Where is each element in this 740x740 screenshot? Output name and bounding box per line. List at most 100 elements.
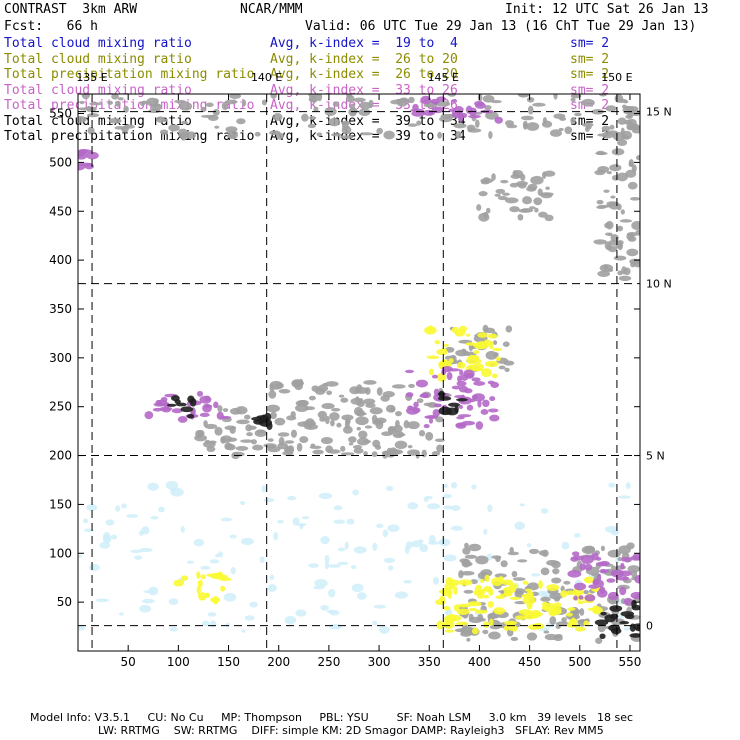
field-blob-gray: [517, 213, 524, 221]
field-blob-dark: [629, 623, 636, 632]
field-blob-gray: [617, 98, 628, 103]
field-blob-gray: [476, 204, 482, 211]
field-blob-gray: [340, 452, 355, 456]
field-blob-gray: [278, 388, 291, 394]
field-blob-purple: [606, 578, 616, 583]
field-blob-gray: [583, 590, 589, 595]
field-blob-gray: [507, 551, 520, 556]
field-blob-purple: [144, 411, 154, 420]
field-blob-gray: [498, 365, 506, 370]
field-blob-yellow: [566, 607, 576, 611]
field-blob-purple: [196, 390, 204, 397]
field-blob-gray: [610, 195, 616, 199]
model-info-line2: LW: RRTMG SW: RRTMG DIFF: simple KM: 2D …: [98, 724, 604, 737]
field-blob-light-blue: [386, 485, 394, 491]
field-blob-purple: [450, 99, 458, 103]
field-blob-gray: [270, 94, 277, 99]
x-tick-label: 100: [167, 655, 190, 669]
field-blob-gray: [108, 118, 122, 124]
field-blob-yellow: [583, 620, 590, 627]
field-blob-light-blue: [267, 584, 277, 592]
field-blob-yellow: [478, 588, 486, 596]
field-blob-purple: [463, 369, 475, 379]
field-blob-gray: [626, 124, 635, 131]
field-blob-gray: [605, 105, 617, 112]
field-blob-purple: [458, 404, 464, 410]
field-blob-gray: [509, 206, 520, 213]
field-blob-gray: [606, 201, 618, 207]
field-blob-yellow: [574, 626, 586, 632]
x-tick-label: 550: [619, 655, 642, 669]
field-blob-gray: [491, 173, 496, 181]
field-blob-yellow: [483, 594, 490, 599]
field-blob-light-blue: [382, 529, 389, 538]
field-blob-gray: [485, 207, 491, 214]
field-blob-gray: [616, 203, 622, 211]
field-blob-yellow: [453, 586, 458, 595]
field-blob-purple: [456, 380, 467, 387]
field-blob-gray: [380, 394, 390, 402]
field-blob-light-blue: [169, 627, 178, 632]
field-blob-yellow: [456, 361, 466, 369]
field-blob-purple: [598, 580, 604, 588]
field-blob-yellow: [196, 571, 201, 579]
field-blob-purple: [596, 589, 608, 598]
field-blob-gray: [395, 420, 400, 428]
field-blob-gray: [437, 131, 443, 139]
field-blob-purple: [171, 408, 183, 414]
field-blob-gray: [462, 351, 477, 357]
field-blob-gray: [407, 444, 413, 449]
field-blob-gray: [625, 169, 637, 178]
legend-row-name: Total cloud mixing ratio: [4, 51, 192, 67]
field-blob-yellow: [469, 601, 476, 606]
field-blob-light-blue: [329, 623, 343, 630]
field-blob-yellow: [473, 342, 487, 350]
field-blob-purple: [620, 562, 625, 570]
field-blob-gray: [107, 100, 113, 105]
field-blob-yellow: [453, 604, 460, 612]
field-blob-gray: [111, 94, 119, 100]
field-blob-gray: [597, 165, 610, 173]
field-blob-dark: [264, 412, 272, 422]
field-blob-gray: [488, 631, 501, 640]
field-blob-gray: [338, 394, 345, 398]
field-blob-gray: [358, 108, 371, 116]
field-blob-gray: [431, 450, 441, 457]
field-blob-gray: [407, 421, 420, 430]
field-blob-light-blue: [418, 539, 424, 544]
field-blob-light-blue: [483, 528, 488, 535]
field-blob-yellow: [583, 576, 595, 584]
field-blob-gray: [217, 405, 223, 413]
field-blob-gray: [229, 426, 236, 434]
field-blob-light-blue: [165, 480, 179, 490]
lon-label: 145 E: [428, 71, 459, 84]
field-blob-gray: [339, 135, 354, 139]
field-blob-light-blue: [427, 541, 441, 545]
field-blob-light-blue: [139, 547, 153, 553]
field-blob-purple: [599, 568, 608, 574]
field-blob-dark: [609, 613, 619, 619]
field-blob-gray: [245, 424, 253, 432]
field-blob-light-blue: [230, 567, 236, 575]
field-blob-gray: [530, 175, 544, 185]
field-blob-purple: [159, 406, 173, 411]
field-blob-gray: [326, 449, 341, 454]
field-blob-gray: [616, 225, 624, 232]
field-blob-gray: [78, 115, 87, 123]
field-blob-gray: [319, 417, 327, 422]
field-blob-yellow: [546, 584, 560, 591]
field-blob-gray: [309, 96, 317, 103]
field-blob-light-blue: [130, 549, 142, 554]
field-blob-yellow: [442, 620, 455, 629]
field-blob-gray: [276, 132, 284, 140]
field-blob-gray: [350, 397, 363, 405]
field-blob-yellow: [566, 612, 573, 617]
field-blob-gray: [251, 439, 257, 445]
field-blob-gray: [269, 383, 275, 392]
field-blob-yellow: [455, 621, 469, 626]
field-blob-gray: [509, 546, 514, 554]
x-tick-label: 150: [217, 655, 240, 669]
field-blob-purple: [428, 418, 434, 424]
field-blob-gray: [630, 197, 640, 201]
field-blob-light-blue: [623, 627, 631, 631]
